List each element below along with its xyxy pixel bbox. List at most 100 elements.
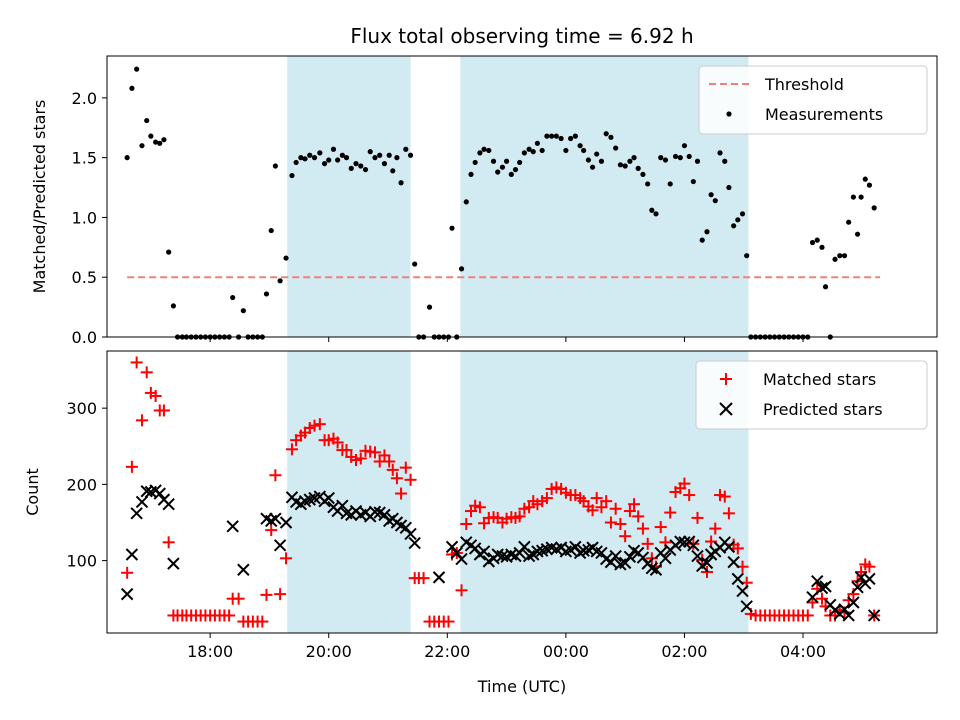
measurement-point: [153, 139, 159, 145]
legend: Threshold Measurements: [698, 65, 928, 135]
measurement-point: [403, 146, 409, 152]
measurement-point: [394, 155, 400, 161]
x-tick-label: 04:00: [780, 642, 826, 661]
y-axis: 0.0 0.5 1.0 1.5 2.0: [72, 89, 107, 347]
measurement-point: [343, 155, 350, 161]
predicted-star-point: [273, 539, 287, 552]
matched-star-point: [340, 444, 353, 457]
predicted-star-point: [623, 550, 637, 563]
measurement-point: [289, 172, 295, 179]
legend-predicted-marker: [719, 402, 733, 416]
predicted-star-point: [851, 581, 864, 594]
measurement-point: [362, 166, 369, 173]
matched-star-point: [600, 495, 613, 508]
measurement-point: [712, 198, 718, 204]
matched-star-point: [604, 516, 617, 529]
measurement-point: [681, 143, 688, 149]
matched-star-point: [815, 592, 828, 605]
matched-star-point: [386, 463, 399, 476]
measurement-point: [613, 145, 619, 151]
matched-star-point: [130, 356, 143, 369]
predicted-star-point: [700, 556, 714, 570]
measurement-point: [871, 205, 877, 211]
x-axis-ticks: [209, 337, 804, 342]
predicted-star-point: [847, 596, 860, 609]
measurement-point: [672, 153, 679, 160]
measurement-point: [854, 231, 861, 237]
measurement-point: [157, 140, 163, 146]
measurement-point: [367, 149, 373, 155]
y-tick-label: 100: [66, 552, 97, 571]
measurement-point: [832, 256, 838, 262]
measurement-point: [708, 192, 714, 198]
measurement-point: [298, 155, 304, 161]
matched-star-point: [232, 592, 245, 605]
predicted-star-point: [408, 536, 421, 550]
predicted-star-point: [120, 587, 134, 601]
measurement-point: [377, 152, 383, 158]
predicted-star-point: [522, 549, 536, 563]
matched-star-point: [609, 502, 622, 515]
predicted-star-point: [649, 563, 663, 576]
measurement-point: [677, 155, 683, 161]
x-tick-label: 00:00: [543, 642, 589, 661]
measurement-point: [272, 163, 278, 169]
measurement-point: [317, 150, 323, 156]
measurement-point: [166, 249, 172, 255]
matched-star-point: [628, 498, 641, 511]
legend: Matched stars Predicted stars: [695, 360, 928, 430]
predicted-star-point: [167, 557, 180, 570]
matched-star-point: [523, 501, 536, 514]
measurement-point: [862, 176, 868, 182]
predicted-star-point: [740, 600, 753, 613]
matched-star-point: [331, 436, 344, 449]
measurement-point: [339, 152, 345, 158]
measurement-point: [662, 157, 669, 163]
measurement-point: [386, 152, 392, 158]
matched-star-point: [473, 501, 486, 514]
matched-star-point: [863, 560, 876, 573]
measurement-point: [426, 304, 433, 310]
predicted-star-point: [531, 545, 544, 558]
measurement-point: [822, 284, 829, 290]
predicted-star-point: [722, 540, 736, 554]
measurement-point: [390, 168, 396, 174]
matched-star-point: [619, 530, 632, 543]
measurement-point: [512, 166, 519, 173]
matched-star-point: [722, 507, 735, 520]
predicted-star-point: [404, 527, 417, 541]
matched-star-point: [395, 487, 408, 500]
matched-star-point: [162, 536, 175, 549]
predicted-star-point: [731, 572, 745, 586]
matched-star-point: [709, 522, 722, 535]
measurement-point: [563, 147, 569, 154]
matched-star-point: [731, 542, 744, 555]
matched-star-point: [683, 489, 696, 502]
predicted-star-point: [237, 563, 250, 576]
predicted-star-point: [455, 552, 468, 566]
measurement-point: [635, 165, 641, 171]
matched-star-point: [623, 505, 636, 518]
observing-spans: [287, 56, 749, 337]
measurement-point: [568, 135, 574, 142]
measurement-point: [627, 158, 633, 164]
predicted-star-point: [838, 603, 851, 616]
y-tick-label: 0.0: [72, 328, 97, 347]
measurement-point: [458, 266, 465, 272]
measurement-point: [858, 194, 864, 200]
legend-measurement-label: Measurements: [765, 105, 883, 124]
legend-box: [695, 360, 928, 430]
measurement-point: [372, 155, 378, 161]
predicted-star-point: [863, 572, 876, 586]
measurement-point: [558, 135, 564, 142]
predicted-star-point: [368, 505, 382, 519]
x-axis: 18:00 20:00 22:00 00:00 02:00 04:00: [187, 633, 826, 661]
predicted-star-point: [162, 497, 175, 511]
y-tick-label: 300: [66, 399, 97, 418]
measurement-point: [124, 155, 130, 161]
measurement-point: [866, 182, 873, 188]
matched-star-point: [460, 518, 473, 531]
measurement-point: [326, 157, 332, 163]
matched-star-point: [417, 572, 430, 585]
